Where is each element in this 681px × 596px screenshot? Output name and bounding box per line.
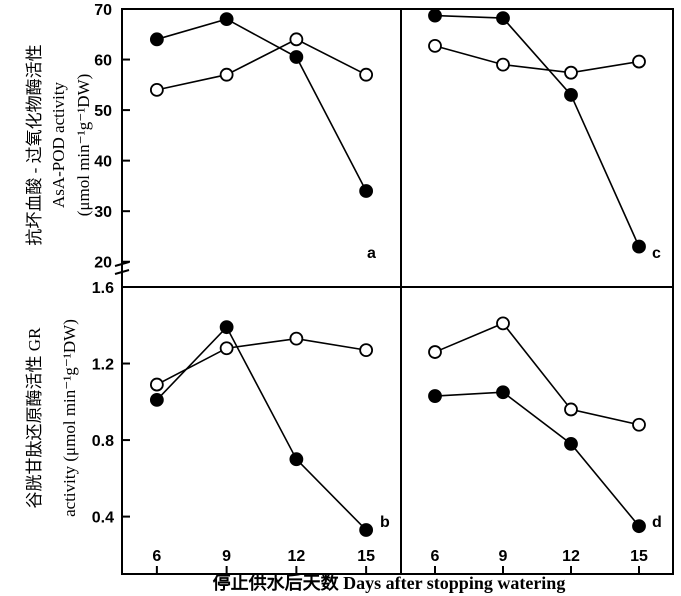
xtick-label: 6 (152, 548, 161, 565)
point-open-b (359, 343, 374, 358)
point-filled-b (359, 523, 374, 537)
chart-marks (149, 8, 646, 537)
point-filled-c (564, 88, 578, 102)
point-filled-b (149, 392, 164, 407)
point-filled-d (564, 436, 578, 451)
point-open-c (564, 65, 578, 80)
point-open-d (632, 417, 646, 432)
ytick-label-bottom: 1.6 (92, 280, 114, 297)
series-line-open-b (156, 337, 367, 386)
point-open-d (496, 316, 510, 331)
series-line-filled-c (434, 14, 640, 247)
point-open-b (149, 377, 164, 392)
point-filled-b (289, 452, 304, 467)
point-filled-d (428, 389, 442, 403)
ytick-label-top: 30 (94, 204, 112, 221)
point-filled-c (428, 8, 442, 23)
point-open-b (289, 331, 304, 346)
series-line-open-d (434, 322, 640, 426)
panel-label-c: c (652, 245, 661, 262)
xtick-label: 15 (630, 548, 648, 565)
point-filled-c (496, 11, 510, 25)
ytick-label-bottom: 0.4 (92, 510, 114, 527)
series-line-filled-d (434, 391, 640, 527)
ytick-label-top: 60 (94, 53, 112, 70)
point-open-a (289, 32, 304, 47)
ytick-label-bottom: 1.2 (92, 357, 114, 374)
panel-label-a: a (367, 245, 376, 262)
point-filled-a (289, 50, 304, 64)
point-open-c (632, 54, 646, 69)
point-filled-a (359, 184, 374, 198)
top-ylabel-line2: AsA-POD activity (49, 81, 68, 208)
xtick-label: 9 (222, 548, 231, 565)
series-line-open-c (434, 45, 640, 74)
point-filled-a (149, 32, 164, 47)
series-line-filled-b (156, 325, 367, 531)
panel-label-b: b (380, 514, 390, 531)
point-filled-d (632, 519, 646, 534)
point-open-a (359, 67, 374, 82)
point-open-b (219, 341, 234, 356)
xtick-label: 15 (357, 548, 375, 565)
xtick-label: 9 (499, 548, 508, 565)
bottom-ylabel-line1: 谷胱甘肽还原酶活性 GR (25, 327, 44, 509)
point-filled-b (219, 320, 234, 335)
point-filled-d (496, 385, 510, 400)
series-line-filled-a (156, 18, 367, 192)
x-axis-title: 停止供水后天数 Days after stopping watering (213, 572, 566, 593)
point-open-c (428, 38, 442, 53)
point-filled-a (219, 12, 234, 27)
ytick-label-top: 70 (94, 2, 112, 19)
panel-label-d: d (652, 514, 662, 531)
ytick-label-bottom: 0.8 (92, 433, 114, 450)
point-filled-c (632, 239, 646, 254)
xtick-label: 6 (431, 548, 440, 565)
xtick-label: 12 (562, 548, 580, 565)
point-open-d (428, 345, 442, 359)
top-ylabel-line1: 抗坏血酸 - 过氧化物酶活性 (25, 44, 44, 245)
xtick-label: 12 (287, 548, 305, 565)
ytick-label-top: 50 (94, 103, 112, 120)
axis-ticks: 20 30 40 50 60 70 0.4 0.8 1.2 1.6 6 9 12 15 6 9 12 15 (92, 2, 648, 574)
top-ylabel-line3: (μmol min⁻¹g⁻¹DW) (74, 74, 93, 217)
bottom-ylabel-line2: activity (μmol min⁻¹g⁻¹DW) (60, 319, 79, 517)
series-line-open-a (156, 38, 367, 91)
point-open-d (564, 402, 578, 417)
point-open-a (149, 82, 164, 97)
ytick-label-top: 20 (94, 255, 112, 272)
point-open-c (496, 57, 510, 72)
point-open-a (219, 67, 234, 82)
ytick-label-top: 40 (94, 154, 112, 171)
plot-frame (121, 8, 674, 575)
